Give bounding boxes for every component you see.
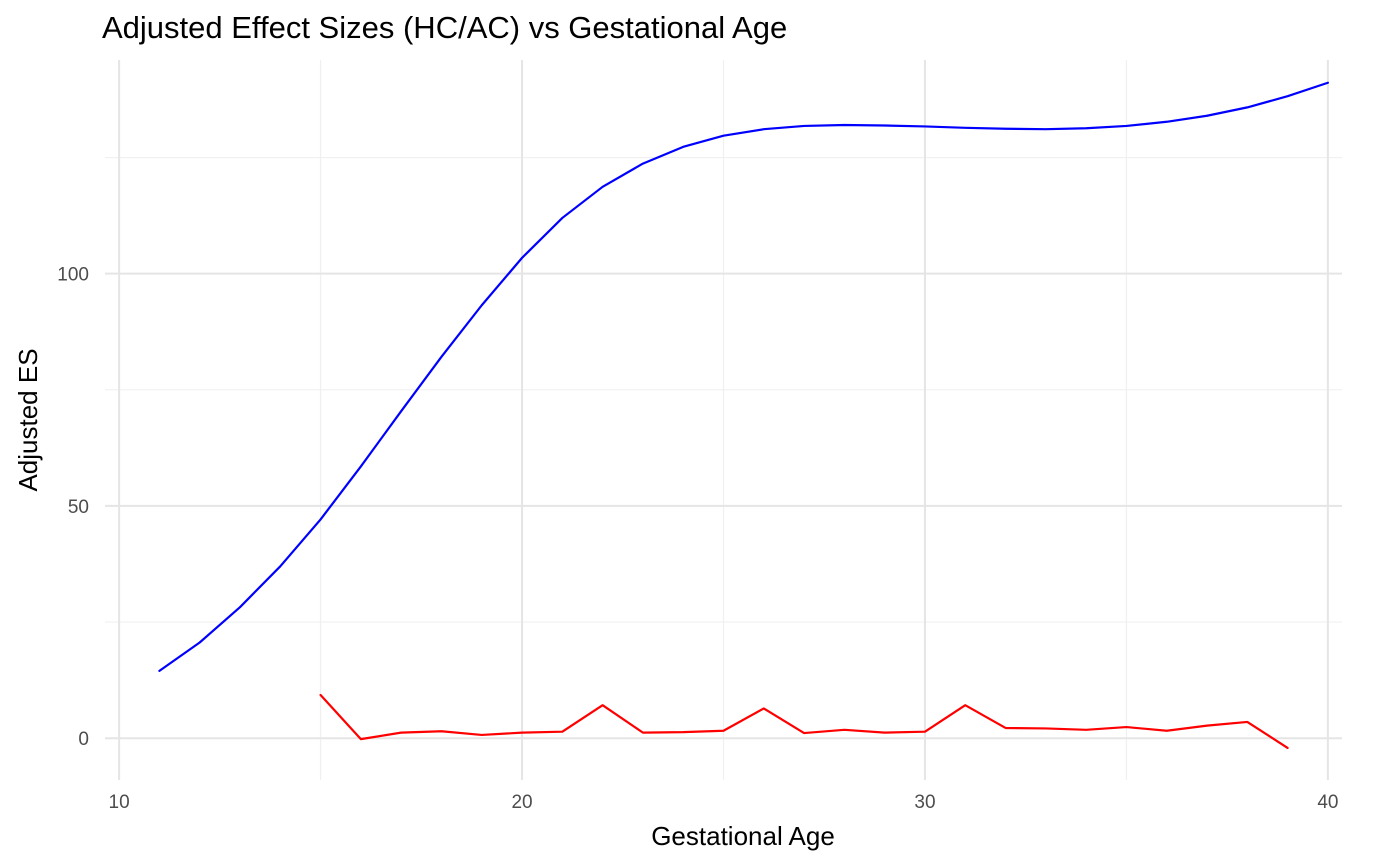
- y-axis-title: Adjusted ES: [13, 348, 43, 491]
- x-tick-label: 20: [511, 792, 532, 813]
- y-tick-label: 50: [68, 497, 89, 518]
- x-tick-label: 30: [914, 792, 935, 813]
- series-line-2: [319, 693, 1289, 750]
- series-group: [158, 81, 1329, 750]
- tick-labels: 10 20 30 40 0 50 100: [57, 265, 1338, 813]
- x-tick-label: 10: [109, 792, 130, 813]
- chart-title: Adjusted Effect Sizes (HC/AC) vs Gestati…: [102, 10, 787, 45]
- grid: [105, 60, 1342, 780]
- y-tick-label: 100: [57, 265, 89, 286]
- x-axis-title: Gestational Age: [651, 821, 835, 851]
- series-line-1: [158, 81, 1329, 672]
- x-tick-label: 40: [1317, 792, 1338, 813]
- y-tick-label: 0: [78, 729, 89, 750]
